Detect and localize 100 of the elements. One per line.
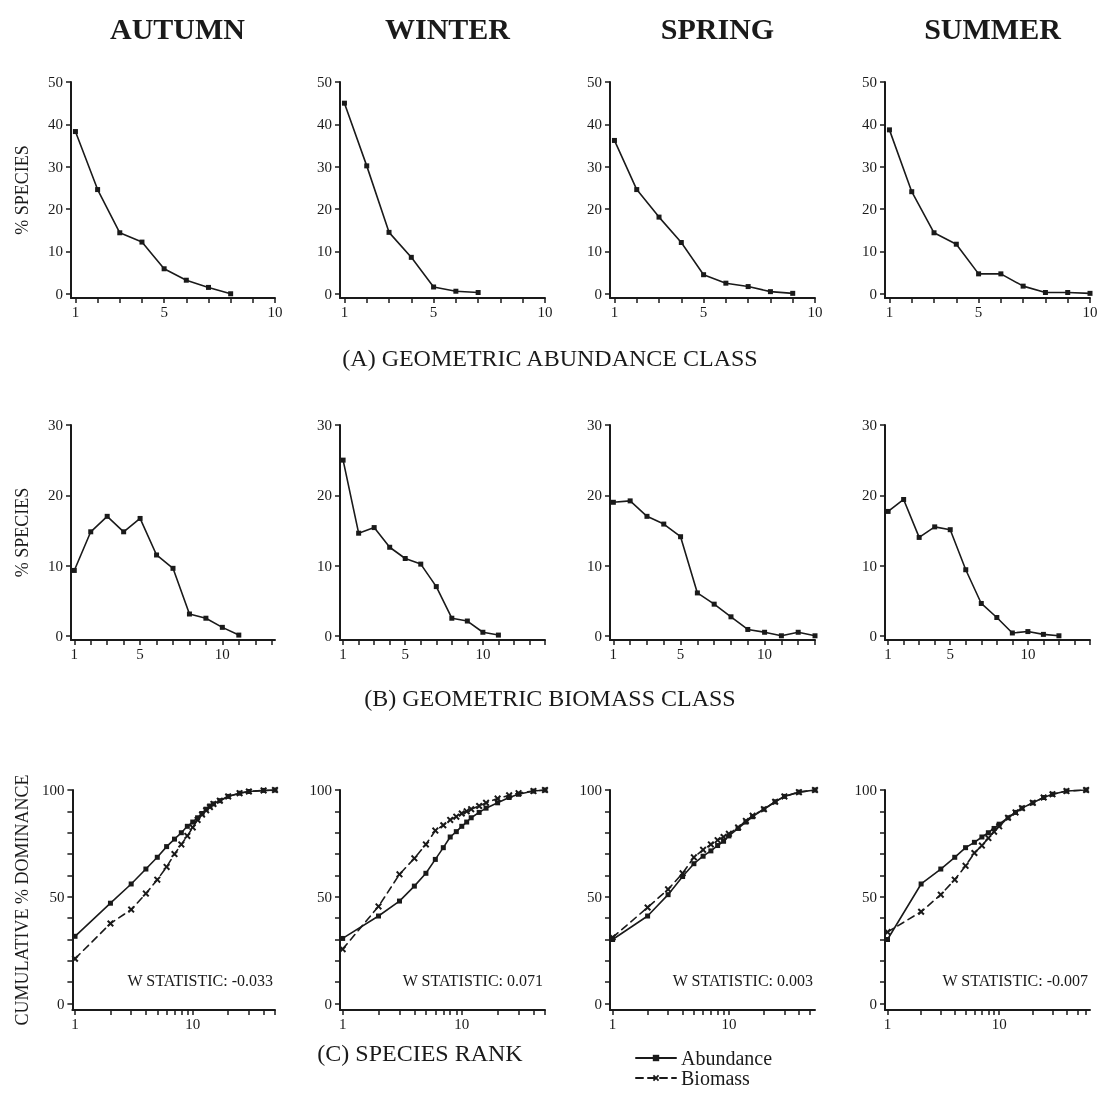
y-tick-label: 10	[862, 557, 877, 574]
y-axis-title: % SPECIES	[12, 487, 32, 578]
y-tick-label: 10	[317, 243, 332, 260]
x-tick-label: 10	[991, 1015, 1007, 1032]
x-tick-label: 10	[454, 1015, 470, 1032]
x-tick-label: 1	[884, 645, 892, 662]
annotation: W STATISTIC: -0.007	[942, 971, 1088, 989]
y-tick-label: 30	[587, 158, 602, 175]
x-tick-label: 1	[71, 303, 80, 320]
y-tick-label: 10	[48, 557, 63, 574]
x-axis-title: (C) SPECIES RANK	[317, 1040, 523, 1066]
y-tick-label: 20	[587, 201, 602, 218]
y-tick-label: 40	[587, 116, 602, 133]
x-tick-label: 1	[609, 645, 618, 662]
y-tick-label: 0	[55, 285, 63, 302]
x-tick-label: 5	[136, 645, 144, 662]
x-tick-label: 5	[429, 303, 438, 320]
x-tick-label: 10	[1020, 645, 1036, 662]
x-axis-title: (A) GEOMETRIC ABUNDANCE CLASS	[341, 345, 759, 372]
y-tick-label: 100	[579, 782, 602, 798]
y-tick-label: 50	[587, 74, 602, 90]
y-tick-label: 20	[862, 487, 877, 504]
y-tick-label: 100	[854, 782, 877, 798]
y-tick-label: 0	[594, 627, 602, 644]
y-tick-label: 100	[309, 782, 332, 798]
x-axis-title: (B) GEOMETRIC BIOMASS CLASS	[363, 685, 737, 712]
x-tick-label: 1	[883, 1015, 892, 1032]
y-tick-label: 40	[48, 116, 63, 133]
legend-label: Biomass	[681, 1067, 751, 1089]
y-tick-label: 40	[317, 116, 332, 133]
annotation: W STATISTIC: 0.003	[672, 971, 813, 989]
chart-title: SPRING	[660, 11, 775, 45]
y-tick-label: 40	[862, 116, 877, 133]
x-tick-label: 5	[160, 303, 168, 320]
y-tick-label: 0	[324, 285, 332, 302]
y-tick-label: 0	[594, 285, 602, 302]
annotation: W STATISTIC: 0.071	[402, 971, 543, 989]
y-tick-label: 20	[587, 487, 602, 504]
y-tick-label: 30	[862, 417, 877, 433]
y-tick-label: 20	[48, 201, 63, 218]
y-tick-label: 0	[324, 627, 332, 644]
y-tick-label: 10	[317, 557, 332, 574]
chart-title: SUMMER	[924, 11, 1062, 45]
y-tick-label: 50	[862, 888, 877, 905]
y-tick-label: 10	[587, 557, 602, 574]
y-tick-label: 30	[862, 158, 877, 175]
y-tick-label: 20	[317, 201, 332, 218]
x-tick-label: 5	[699, 303, 708, 320]
x-tick-label: 1	[610, 303, 619, 320]
x-tick-label: 10	[185, 1015, 201, 1032]
x-tick-label: 1	[70, 645, 79, 662]
y-tick-label: 0	[56, 995, 65, 1012]
x-tick-label: 10	[721, 1015, 737, 1032]
x-tick-label: 10	[807, 303, 823, 320]
y-axis-title: CUMULATIVE % DOMINANCE	[12, 774, 32, 1026]
x-tick-label: 5	[401, 645, 409, 662]
y-tick-label: 0	[869, 995, 877, 1012]
y-tick-label: 30	[317, 417, 332, 433]
x-tick-label: 5	[974, 303, 983, 320]
x-tick-label: 5	[676, 645, 685, 662]
y-tick-label: 0	[324, 995, 332, 1012]
y-tick-label: 50	[317, 888, 332, 905]
y-tick-label: 0	[869, 627, 877, 644]
x-tick-label: 1	[885, 303, 894, 320]
y-tick-label: 10	[587, 243, 602, 260]
chart-title: AUTUMN	[110, 11, 246, 45]
x-tick-label: 1	[71, 1015, 79, 1032]
x-tick-label: 10	[757, 645, 773, 662]
x-tick-label: 5	[946, 645, 954, 662]
x-tick-label: 10	[1082, 303, 1098, 320]
y-tick-label: 30	[587, 417, 602, 433]
chart-title: WINTER	[384, 11, 511, 45]
x-tick-label: 10	[537, 303, 553, 320]
y-tick-label: 20	[48, 487, 63, 504]
y-tick-label: 50	[49, 888, 65, 905]
y-tick-label: 0	[55, 627, 63, 644]
y-tick-label: 30	[317, 158, 332, 175]
y-tick-label: 30	[48, 158, 63, 175]
y-tick-label: 100	[41, 782, 65, 798]
x-tick-label: 1	[340, 303, 349, 320]
x-tick-label: 10	[214, 645, 230, 662]
x-tick-label: 1	[608, 1015, 617, 1032]
y-tick-label: 30	[48, 417, 63, 433]
y-tick-label: 0	[594, 995, 602, 1012]
y-tick-label: 50	[48, 74, 63, 90]
x-tick-label: 1	[339, 645, 347, 662]
annotation: W STATISTIC: -0.033	[127, 971, 273, 989]
x-tick-label: 1	[338, 1015, 347, 1032]
legend-label: Abundance	[681, 1047, 773, 1069]
y-tick-label: 10	[862, 243, 877, 260]
x-tick-label: 10	[267, 303, 283, 320]
y-tick-label: 10	[48, 243, 63, 260]
y-axis-title: % SPECIES	[12, 145, 32, 235]
x-tick-label: 10	[475, 645, 491, 662]
y-tick-label: 20	[862, 201, 877, 218]
y-tick-label: 50	[862, 74, 877, 90]
y-tick-label: 20	[317, 487, 332, 504]
y-tick-label: 50	[587, 888, 602, 905]
y-tick-label: 50	[317, 74, 332, 90]
y-tick-label: 0	[869, 285, 877, 302]
